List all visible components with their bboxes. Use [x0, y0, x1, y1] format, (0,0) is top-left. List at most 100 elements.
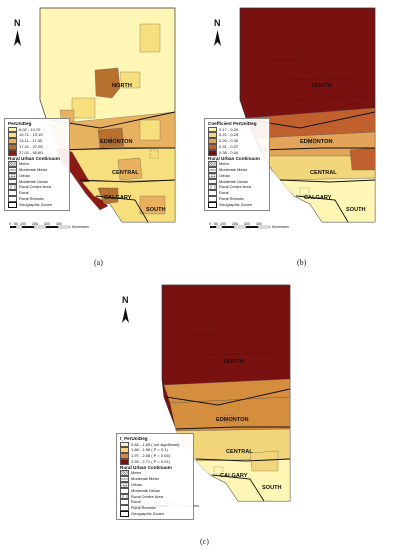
zone-label-edmonton: EDMONTON — [300, 139, 333, 145]
legend-item: Metro — [208, 161, 266, 167]
map-panel-a: NORTH EDMONTON CENTRAL CALGARY SOUTH N 0… — [0, 0, 200, 272]
zone-boundary — [59, 147, 175, 151]
legend-item: Urban — [208, 172, 266, 179]
region-patch — [249, 450, 279, 472]
svg-text:100: 100 — [220, 222, 226, 226]
legend-title: PerUniDeg — [8, 121, 32, 126]
map-panel-b: NORTH EDMONTON CENTRAL CALGARY SOUTH N 0… — [200, 0, 403, 272]
legend-b: Coefficient PerUniDeg 0.17 - 0.20 0.21 -… — [204, 118, 270, 211]
zone-label-central: CENTRAL — [226, 449, 253, 455]
legend-item: Urban — [8, 172, 66, 179]
caption-c: (c) — [200, 537, 209, 546]
legend-item: Moderate Urban — [8, 178, 66, 185]
legend-item: Rural Centre Area — [8, 184, 66, 191]
north-arrow-icon — [214, 30, 221, 46]
scale-bar: 0 50 100 200 300 400 Kilometers — [9, 222, 89, 229]
svg-text:0: 0 — [9, 222, 11, 226]
north-letter: N — [122, 295, 129, 305]
region-patch — [349, 147, 376, 171]
zone-boundary — [195, 458, 291, 462]
svg-text:100: 100 — [20, 222, 26, 226]
legend-item: Metro — [120, 470, 190, 477]
urban-hatch — [109, 137, 119, 145]
svg-text:0: 0 — [209, 222, 211, 226]
division-line — [189, 295, 281, 379]
legend-subtitle: Rural Urban Continuum — [208, 155, 260, 161]
svg-text:50: 50 — [214, 222, 218, 226]
caption-b: (b) — [297, 258, 307, 267]
zone-boundary — [79, 179, 176, 183]
zone-label-central: CENTRAL — [310, 170, 337, 176]
legend-item: Rural Centre Area — [120, 493, 190, 500]
zone-boundary — [175, 426, 290, 430]
region-patch — [97, 187, 119, 205]
legend-subtitle: Rural Urban Continuum — [120, 464, 172, 470]
legend-item: Geographic Zones — [8, 201, 66, 208]
region-patch — [117, 157, 143, 181]
zone-label-calgary: CALGARY — [104, 195, 132, 201]
urban-hatch — [99, 187, 110, 196]
svg-text:Kilometers: Kilometers — [72, 225, 89, 229]
map-panel-c: NORTH EDMONTON CENTRAL CALGARY SOUTH N 0… — [100, 275, 310, 550]
legend-item: Moderate Metro — [208, 166, 266, 173]
svg-text:200: 200 — [32, 222, 38, 226]
region-patch — [97, 127, 125, 149]
zone-label-north: NORTH — [312, 83, 332, 89]
svg-text:300: 300 — [244, 222, 250, 226]
zone-label-edmonton: EDMONTON — [100, 139, 133, 145]
legend-item: 0.84 - 1.65 ( not significant) — [120, 441, 190, 448]
legend-item: 0.31 - 0.37 — [208, 143, 266, 150]
legend-item: Moderate Urban — [120, 487, 190, 494]
north-letter: N — [214, 18, 221, 28]
legend-item: Rural Remote — [208, 195, 266, 202]
legend-item: 0.21 - 0.25 — [208, 132, 266, 139]
legend-item: 10.71 - 13.10 — [8, 132, 66, 139]
legend-item: 1.66 - 1.96 ( P = 0.1) — [120, 447, 190, 454]
zone-label-edmonton: EDMONTON — [216, 417, 249, 423]
legend-item: Geographic Zones — [120, 510, 190, 517]
legend-item: 0.26 - 0.30 — [208, 138, 266, 144]
legend-item: Rural Centre Area — [208, 184, 266, 191]
north-letter: N — [14, 18, 21, 28]
legend-item: 1.97 - 2.58 ( P = 0.05) — [120, 453, 190, 459]
legend-item: Rural Remote — [120, 505, 190, 511]
zone-boundary — [259, 147, 375, 151]
legend-item: 6.02 - 10.70 — [8, 126, 66, 133]
legend-item: Rural Remote — [8, 195, 66, 202]
map-c: NORTH EDMONTON CENTRAL CALGARY SOUTH N 0… — [119, 284, 291, 508]
svg-text:200: 200 — [232, 222, 238, 226]
legend-item: 17.41 - 27.00 — [8, 143, 66, 150]
legend-title: t_PerUniDeg — [120, 436, 148, 441]
legend-item: 13.11 - 17.40 — [8, 138, 66, 144]
map-a: NORTH EDMONTON CENTRAL CALGARY SOUTH N 0… — [9, 7, 176, 229]
caption-a: (a) — [94, 258, 103, 267]
zone-boundary — [279, 179, 376, 183]
region-patch — [139, 119, 161, 141]
zone-label-central: CENTRAL — [112, 170, 139, 176]
legend-title: Coefficient PerUniDeg — [208, 121, 257, 126]
legend-item: Rural — [120, 499, 190, 506]
zone-boundary — [95, 195, 149, 223]
region-patch — [139, 23, 161, 53]
legend-item: 0.17 - 0.20 — [208, 126, 266, 133]
zone-boundary — [295, 195, 349, 223]
legend-item: Geographic Zones — [208, 201, 266, 208]
legend-subtitle: Rural Urban Continuum — [8, 155, 60, 161]
scale-bar: 0 50 100 200 300 400 Kilometers — [209, 222, 289, 229]
region-patch — [279, 177, 376, 223]
north-arrow-icon — [14, 30, 21, 46]
legend-item: Rural — [8, 190, 66, 196]
legend-item: Metro — [8, 161, 66, 167]
legend-item: Moderate Metro — [8, 166, 66, 173]
legend-item: 2.59 - 2.71 ( P = 0.01) — [120, 458, 190, 465]
legend-item: Rural — [208, 190, 266, 196]
north-arrow-icon — [122, 307, 129, 323]
urban-hatch — [213, 466, 224, 475]
urban-hatch — [307, 137, 317, 145]
svg-text:400: 400 — [256, 222, 262, 226]
svg-text:400: 400 — [56, 222, 62, 226]
legend-item: 27.01 - 50.60 — [8, 149, 66, 156]
legend-item: 0.38 - 0.44 — [208, 149, 266, 156]
region-patch — [119, 71, 141, 89]
region-patch — [71, 97, 96, 119]
